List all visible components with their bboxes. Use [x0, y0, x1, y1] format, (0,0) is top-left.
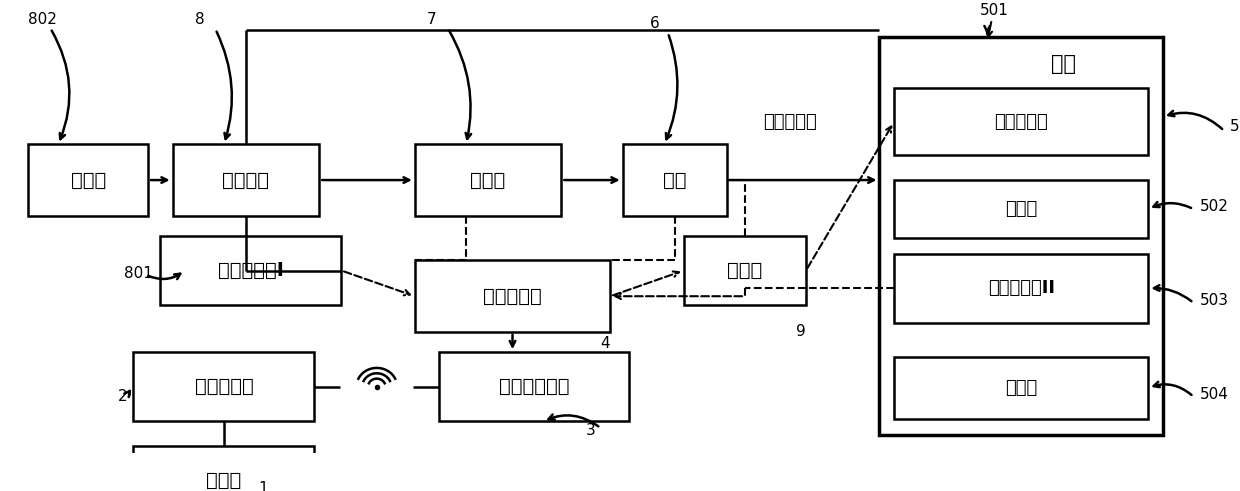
Text: 增氧机: 增氧机: [727, 261, 763, 280]
FancyBboxPatch shape: [414, 261, 610, 332]
Text: 8: 8: [195, 12, 205, 27]
Text: 502: 502: [1200, 199, 1229, 215]
FancyBboxPatch shape: [134, 352, 315, 421]
FancyBboxPatch shape: [622, 144, 727, 216]
Text: 802: 802: [29, 12, 57, 27]
Text: 5: 5: [1230, 119, 1240, 134]
FancyBboxPatch shape: [134, 446, 315, 491]
FancyBboxPatch shape: [894, 254, 1148, 323]
Text: 水田: 水田: [1052, 54, 1076, 74]
FancyBboxPatch shape: [894, 88, 1148, 156]
Text: 4: 4: [600, 335, 610, 351]
Text: 溢流口: 溢流口: [1006, 200, 1038, 218]
FancyBboxPatch shape: [894, 180, 1148, 238]
FancyBboxPatch shape: [172, 144, 320, 216]
Text: 501: 501: [980, 3, 1008, 18]
FancyBboxPatch shape: [683, 236, 806, 305]
FancyBboxPatch shape: [894, 356, 1148, 419]
Text: 503: 503: [1200, 293, 1229, 308]
Text: 水位传感器II: 水位传感器II: [988, 279, 1055, 298]
Text: 现场控制器: 现场控制器: [484, 287, 542, 306]
Text: 504: 504: [1200, 387, 1229, 402]
Text: 801: 801: [124, 266, 153, 281]
Text: 水泵: 水泵: [663, 170, 686, 190]
Text: 1: 1: [258, 481, 268, 491]
Text: 溶氧传感器: 溶氧传感器: [994, 113, 1048, 131]
Text: 2: 2: [118, 389, 128, 404]
Text: 9: 9: [796, 325, 806, 339]
FancyBboxPatch shape: [160, 236, 341, 305]
Text: 3: 3: [585, 423, 595, 437]
Text: 6: 6: [650, 16, 660, 31]
FancyBboxPatch shape: [414, 144, 562, 216]
Text: 水位传感器I: 水位传感器I: [218, 261, 284, 280]
Text: 计算机: 计算机: [206, 471, 242, 490]
Text: 排水管: 排水管: [1006, 379, 1038, 397]
Text: 电磁阀: 电磁阀: [470, 170, 506, 190]
Text: 7: 7: [427, 12, 436, 27]
FancyBboxPatch shape: [29, 144, 148, 216]
Text: 补水管: 补水管: [71, 170, 105, 190]
Text: 储水装置: 储水装置: [222, 170, 269, 190]
Text: 增氧、补水: 增氧、补水: [763, 113, 817, 131]
FancyBboxPatch shape: [879, 37, 1163, 435]
Text: 无线通信模块: 无线通信模块: [498, 377, 569, 396]
Text: 云端信息库: 云端信息库: [195, 377, 253, 396]
FancyBboxPatch shape: [439, 352, 629, 421]
